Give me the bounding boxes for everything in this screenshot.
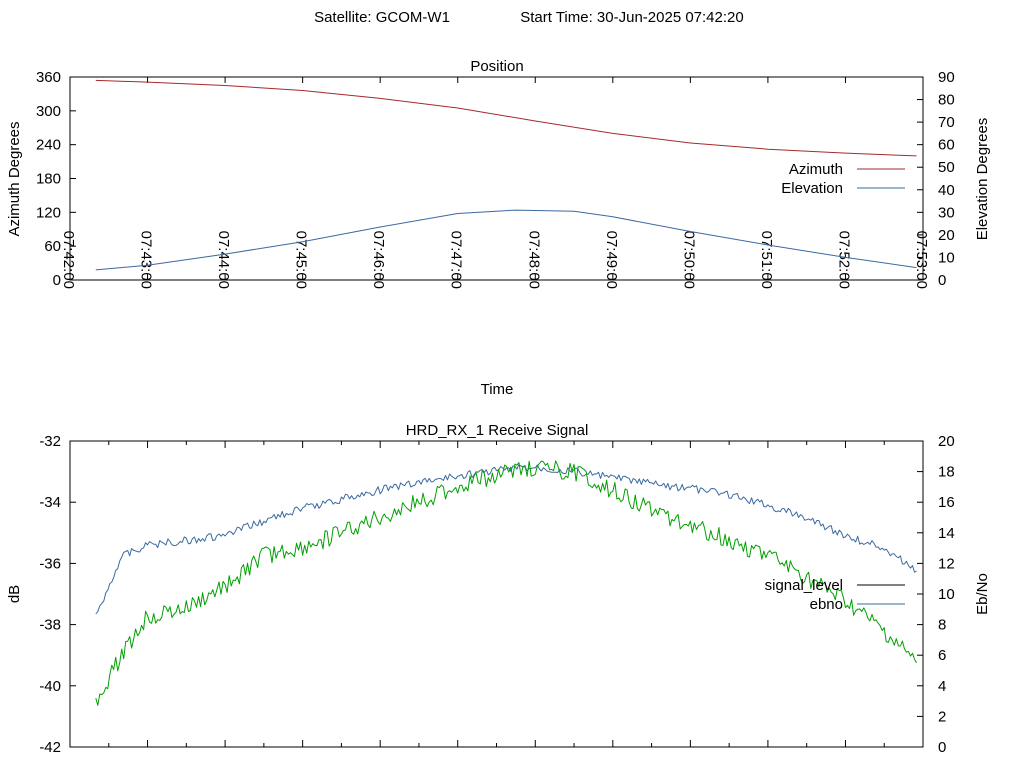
right-y-tick-label: 20 <box>938 227 955 244</box>
start-time-title: Start Time: 30-Jun-2025 07:42:20 <box>520 9 743 26</box>
left-y-tick-label: -40 <box>39 678 61 695</box>
x-tick-label: 07:46:00 <box>370 231 387 289</box>
right-y-tick-label: 60 <box>938 137 955 154</box>
time-axis-label: Time <box>481 381 514 398</box>
x-tick-label: 07:52:00 <box>835 231 852 289</box>
left-y-tick-label: -36 <box>39 555 61 572</box>
left-y-tick-label: -42 <box>39 739 61 756</box>
left-y-tick-label: 120 <box>36 204 61 221</box>
x-tick-label: 07:44:00 <box>215 231 232 289</box>
left-y-tick-label: 180 <box>36 171 61 188</box>
receive-series-lines <box>95 460 917 706</box>
x-tick-label: 07:42:00 <box>60 231 77 289</box>
right-y-tick-label: 90 <box>938 69 955 86</box>
right-y-tick-label: 20 <box>938 433 955 450</box>
right-y-tick-label: 10 <box>938 586 955 603</box>
legend-signal-level-label: signal_level <box>765 577 843 594</box>
left-y-tick-label: 360 <box>36 69 61 86</box>
x-tick-label: 07:48:00 <box>525 231 542 289</box>
position-chart-title: Position <box>470 58 523 75</box>
right-y-tick-label: 80 <box>938 92 955 109</box>
position-axis-ticks: 0 60 120 180 240 300 360 0 10 20 30 40 50 60 70 80 90 07:… <box>36 69 955 289</box>
right-y-tick-label: 40 <box>938 182 955 199</box>
right-y-tick-label: 6 <box>938 647 946 664</box>
receive-plot-frame <box>69 440 924 748</box>
x-tick-label: 07:47:00 <box>448 231 465 289</box>
legend-azimuth-label: Azimuth <box>789 161 843 178</box>
receive-legend: signal_level ebno <box>765 577 905 613</box>
satellite-title: Satellite: GCOM-W1 <box>314 9 450 26</box>
position-series-lines <box>95 79 917 271</box>
legend-ebno-label: ebno <box>810 596 843 613</box>
series-line-azimuth <box>95 79 917 157</box>
left-y-tick-label: 240 <box>36 137 61 154</box>
series-line-ebno <box>95 464 917 615</box>
left-y-tick-label: -34 <box>39 494 61 511</box>
left-y-tick-label: -32 <box>39 433 61 450</box>
x-tick-label: 07:49:00 <box>603 231 620 289</box>
position-legend: Azimuth Elevation <box>781 161 905 197</box>
series-line-ebno-green <box>95 460 917 706</box>
right-y-tick-label: 4 <box>938 678 946 695</box>
legend-elevation-label: Elevation <box>781 180 843 197</box>
azimuth-axis-label: Azimuth Degrees <box>6 121 23 236</box>
series-line-elevation <box>95 209 917 271</box>
right-y-tick-label: 2 <box>938 708 946 725</box>
x-tick-label: 07:53:00 <box>913 231 930 289</box>
right-y-tick-label: 0 <box>938 739 946 756</box>
receive-signal-title: HRD_RX_1 Receive Signal <box>406 422 589 439</box>
right-y-tick-label: 12 <box>938 555 955 572</box>
right-y-tick-label: 10 <box>938 249 955 266</box>
right-y-tick-label: 14 <box>938 525 955 542</box>
x-tick-label: 07:51:00 <box>758 231 775 289</box>
ebno-axis-label: Eb/No <box>974 573 991 615</box>
left-y-tick-label: 60 <box>44 238 61 255</box>
right-y-tick-label: 50 <box>938 159 955 176</box>
left-y-tick-label: -38 <box>39 617 61 634</box>
x-tick-label: 07:45:00 <box>293 231 310 289</box>
left-y-tick-label: 0 <box>53 272 61 289</box>
right-y-tick-label: 70 <box>938 114 955 131</box>
x-tick-label: 07:43:00 <box>138 231 155 289</box>
elevation-axis-label: Elevation Degrees <box>974 118 991 241</box>
x-tick-label: 07:50:00 <box>680 231 697 289</box>
right-y-tick-label: 18 <box>938 464 955 481</box>
db-axis-label: dB <box>6 585 23 603</box>
position-chart: Position 0 60 120 180 240 300 360 0 10 20 30 40 50 60… <box>6 58 991 398</box>
left-y-tick-label: 300 <box>36 103 61 120</box>
receive-axis-ticks: -42 -40 -38 -36 -34 -32 0 2 4 6 8 10 12 14 16 18 20 <box>39 433 954 756</box>
right-y-tick-label: 8 <box>938 617 946 634</box>
right-y-tick-label: 30 <box>938 204 955 221</box>
receive-signal-chart: HRD_RX_1 Receive Signal -42-40-38-36-34-… <box>6 422 991 756</box>
right-y-tick-label: 16 <box>938 494 955 511</box>
right-y-tick-label: 0 <box>938 272 946 289</box>
